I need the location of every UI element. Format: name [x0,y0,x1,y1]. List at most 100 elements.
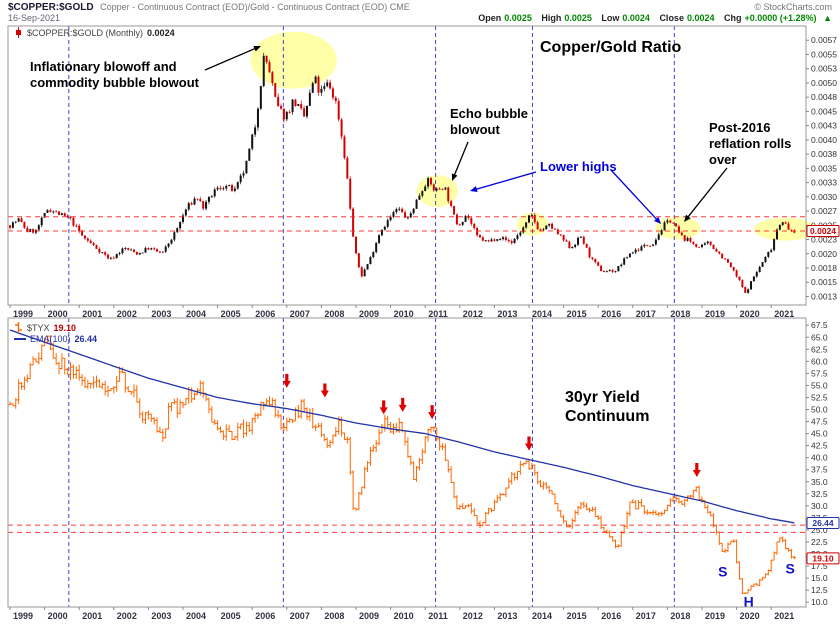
bottom-panel-legend-row2: EMA(100) 26.44 [14,334,97,344]
svg-text:commodity bubble blowout: commodity bubble blowout [30,75,200,90]
symbol-description: Copper - Continuous Contract (EOD)/Gold … [100,2,410,12]
svg-text:2018: 2018 [670,611,690,621]
price-tags: 26.44 19.10 [806,516,840,565]
marker-arrows [282,373,701,477]
svg-text:2005: 2005 [221,611,241,621]
ema-value: 26.44 [74,334,98,344]
svg-text:0.0055: 0.0055 [811,49,837,59]
svg-text:2000: 2000 [48,611,68,621]
svg-text:2001: 2001 [82,309,102,319]
svg-text:25.0: 25.0 [811,525,828,535]
svg-text:2002: 2002 [117,309,137,319]
svg-text:62.5: 62.5 [811,344,828,354]
svg-text:S: S [786,560,795,576]
svg-text:Copper/Gold Ratio: Copper/Gold Ratio [540,39,682,56]
up-arrow-icon: ▲ [823,13,832,23]
svg-text:Inflationary blowoff and: Inflationary blowoff and [30,59,177,74]
svg-text:57.5: 57.5 [811,368,828,378]
resistance-lines [8,524,806,533]
chg-label: Chg [724,13,742,23]
ema-line [9,329,795,524]
open-label: Open [478,13,502,23]
svg-text:2008: 2008 [324,611,344,621]
low-label: Low [601,13,620,23]
svg-text:40.0: 40.0 [811,453,828,463]
ohlc-bar-series [8,335,796,594]
svg-text:2002: 2002 [117,611,137,621]
chg-value: +0.0000 (+1.28%) [744,13,817,23]
svg-text:2000: 2000 [48,309,68,319]
top-legend-value: 0.0024 [147,27,175,38]
high-label: High [541,13,562,23]
close-value: 0.0024 [686,13,715,23]
svg-text:2016: 2016 [601,611,621,621]
svg-text:2014: 2014 [532,611,552,621]
chart-header: $COPPER:$GOLD Copper - Continuous Contra… [8,2,410,13]
svg-text:Continuum: Continuum [565,408,649,425]
svg-text:S: S [718,563,727,579]
plot-border [7,317,807,608]
svg-text:0.0027: 0.0027 [811,206,837,216]
high-value: 0.0025 [564,13,592,23]
svg-text:Echo bubble: Echo bubble [450,106,528,121]
x-axis: 1999 2000 2001 2002 2003 2004 2005 2006 2007 2008… [9,305,794,319]
quote-strip: Open 0.0025 High 0.0025 Low 0.0024 Close 0.0… [471,13,832,23]
svg-text:2004: 2004 [186,611,206,621]
copyright-label: © StockCharts.com [754,2,832,12]
svg-text:0.0053: 0.0053 [811,64,837,74]
svg-text:0.0024: 0.0024 [810,226,836,236]
svg-text:0.0057: 0.0057 [811,35,837,45]
svg-text:2007: 2007 [290,611,310,621]
svg-text:H: H [744,594,754,610]
svg-text:2013: 2013 [497,611,517,621]
svg-text:30yr Yield: 30yr Yield [565,389,640,406]
svg-text:2017: 2017 [636,309,656,319]
svg-text:0.0043: 0.0043 [811,121,837,131]
svg-text:2010: 2010 [394,309,414,319]
bottom-legend-symbol: $TYX [27,322,50,333]
svg-text:42.5: 42.5 [811,441,828,451]
svg-text:2021: 2021 [774,611,794,621]
price-tags: 0.0024 [806,224,840,237]
svg-text:32.5: 32.5 [811,489,828,499]
svg-text:2001: 2001 [82,611,102,621]
svg-text:2006: 2006 [255,309,275,319]
svg-text:19.10: 19.10 [812,553,834,563]
svg-text:26.44: 26.44 [812,518,834,528]
low-value: 0.0024 [622,13,650,23]
shs-letters: S H S [718,560,795,609]
svg-text:1999: 1999 [13,309,33,319]
svg-text:0.0030: 0.0030 [811,192,837,202]
svg-text:50.0: 50.0 [811,405,828,415]
svg-text:2009: 2009 [359,309,379,319]
svg-text:2004: 2004 [186,309,206,319]
svg-text:47.5: 47.5 [811,417,828,427]
bottom-panel-legend-row1: $TYX 19.10 [14,322,76,333]
svg-text:2012: 2012 [463,611,483,621]
svg-text:60.0: 60.0 [811,356,828,366]
svg-text:30.0: 30.0 [811,501,828,511]
close-label: Close [659,13,684,23]
svg-text:2005: 2005 [221,309,241,319]
grid-vlines [68,318,675,607]
svg-text:2020: 2020 [740,309,760,319]
ema-label: EMA(100) [30,334,71,344]
svg-text:2018: 2018 [670,309,690,319]
svg-text:Lower highs: Lower highs [540,159,617,174]
y-axis: 0.0057 0.0055 0.0053 0.0050 0.0048 0.0045 0.00… [806,35,837,301]
open-value: 0.0025 [504,13,532,23]
svg-text:2017: 2017 [636,611,656,621]
svg-text:0.0045: 0.0045 [811,106,837,116]
svg-text:65.0: 65.0 [811,332,828,342]
plot-border [7,25,807,306]
svg-text:0.0033: 0.0033 [811,178,837,188]
svg-text:45.0: 45.0 [811,429,828,439]
svg-text:2009: 2009 [359,611,379,621]
svg-text:2015: 2015 [567,611,587,621]
x-axis: 1999 2000 2001 2002 2003 2004 2005 2006 2007 2008… [9,607,794,621]
annotation-layer: 30yr Yield Continuum [565,389,649,425]
svg-text:reflation rolls: reflation rolls [709,136,791,151]
svg-text:0.0018: 0.0018 [811,263,837,273]
